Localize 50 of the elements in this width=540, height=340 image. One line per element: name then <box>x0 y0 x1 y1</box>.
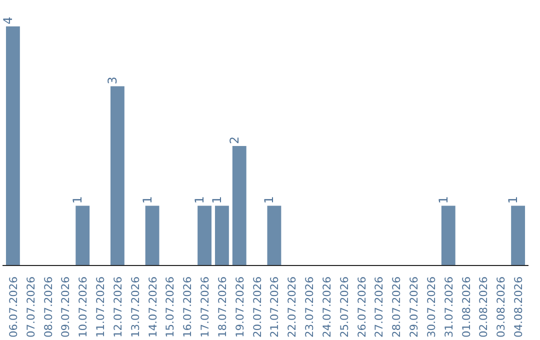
data-label: 1 <box>140 196 154 204</box>
data-label: 1 <box>192 196 207 204</box>
x-tick-label: 08.07.2026 <box>42 276 55 338</box>
data-label: 1 <box>210 196 224 204</box>
x-tick-label: 19.07.2026 <box>233 276 246 338</box>
x-tick-label: 06.07.2026 <box>6 276 20 338</box>
x-tick-label: 07.07.2026 <box>24 276 38 338</box>
bar <box>145 206 160 266</box>
bar <box>198 206 212 266</box>
data-label: 1 <box>436 196 450 204</box>
x-tick-label: 13.07.2026 <box>128 276 142 338</box>
x-tick-label: 16.07.2026 <box>181 276 194 338</box>
x-tick-label: 18.07.2026 <box>216 276 229 338</box>
x-tick-label: 24.07.2026 <box>320 276 334 338</box>
bar <box>441 206 456 266</box>
x-tick-label: 20.07.2026 <box>250 276 264 338</box>
x-tick-label: 12.07.2026 <box>111 276 124 338</box>
x-tick-label: 17.07.2026 <box>198 276 212 338</box>
x-tick-label: 04.08.2026 <box>512 276 526 338</box>
data-label: 3 <box>105 76 120 84</box>
x-tick-label: 15.07.2026 <box>164 276 177 338</box>
data-label: 4 <box>0 16 15 24</box>
x-tick-label: 28.07.2026 <box>390 276 404 338</box>
x-tick-label: 29.07.2026 <box>408 276 421 338</box>
x-tick-label: 14.07.2026 <box>146 276 160 338</box>
bar <box>76 206 90 266</box>
x-tick-label: 23.07.2026 <box>303 276 316 338</box>
x-tick-label: 25.07.2026 <box>338 276 351 338</box>
bar <box>511 206 526 266</box>
x-tick-label: 26.07.2026 <box>355 276 368 338</box>
data-label: 1 <box>70 196 85 204</box>
x-tick-label: 31.07.2026 <box>442 276 456 338</box>
x-tick-label: 11.07.2026 <box>94 276 108 338</box>
x-tick-label: 03.08.2026 <box>494 276 508 338</box>
bar <box>232 146 246 266</box>
data-label: 2 <box>227 136 242 144</box>
x-tick-label: 09.07.2026 <box>59 276 72 338</box>
x-tick-label: 02.08.2026 <box>477 276 490 338</box>
bar <box>267 206 282 266</box>
x-tick-label: 27.07.2026 <box>372 276 386 338</box>
bar <box>110 86 124 266</box>
data-label: 1 <box>262 196 276 204</box>
bar <box>6 26 20 266</box>
bar <box>214 206 229 266</box>
x-tick-label: 10.07.2026 <box>76 276 90 338</box>
x-tick-label: 30.07.2026 <box>424 276 438 338</box>
x-tick-label: 01.08.2026 <box>460 276 473 338</box>
data-label: 1 <box>506 196 520 204</box>
x-tick-label: 21.07.2026 <box>268 276 282 338</box>
x-tick-label: 22.07.2026 <box>286 276 299 338</box>
